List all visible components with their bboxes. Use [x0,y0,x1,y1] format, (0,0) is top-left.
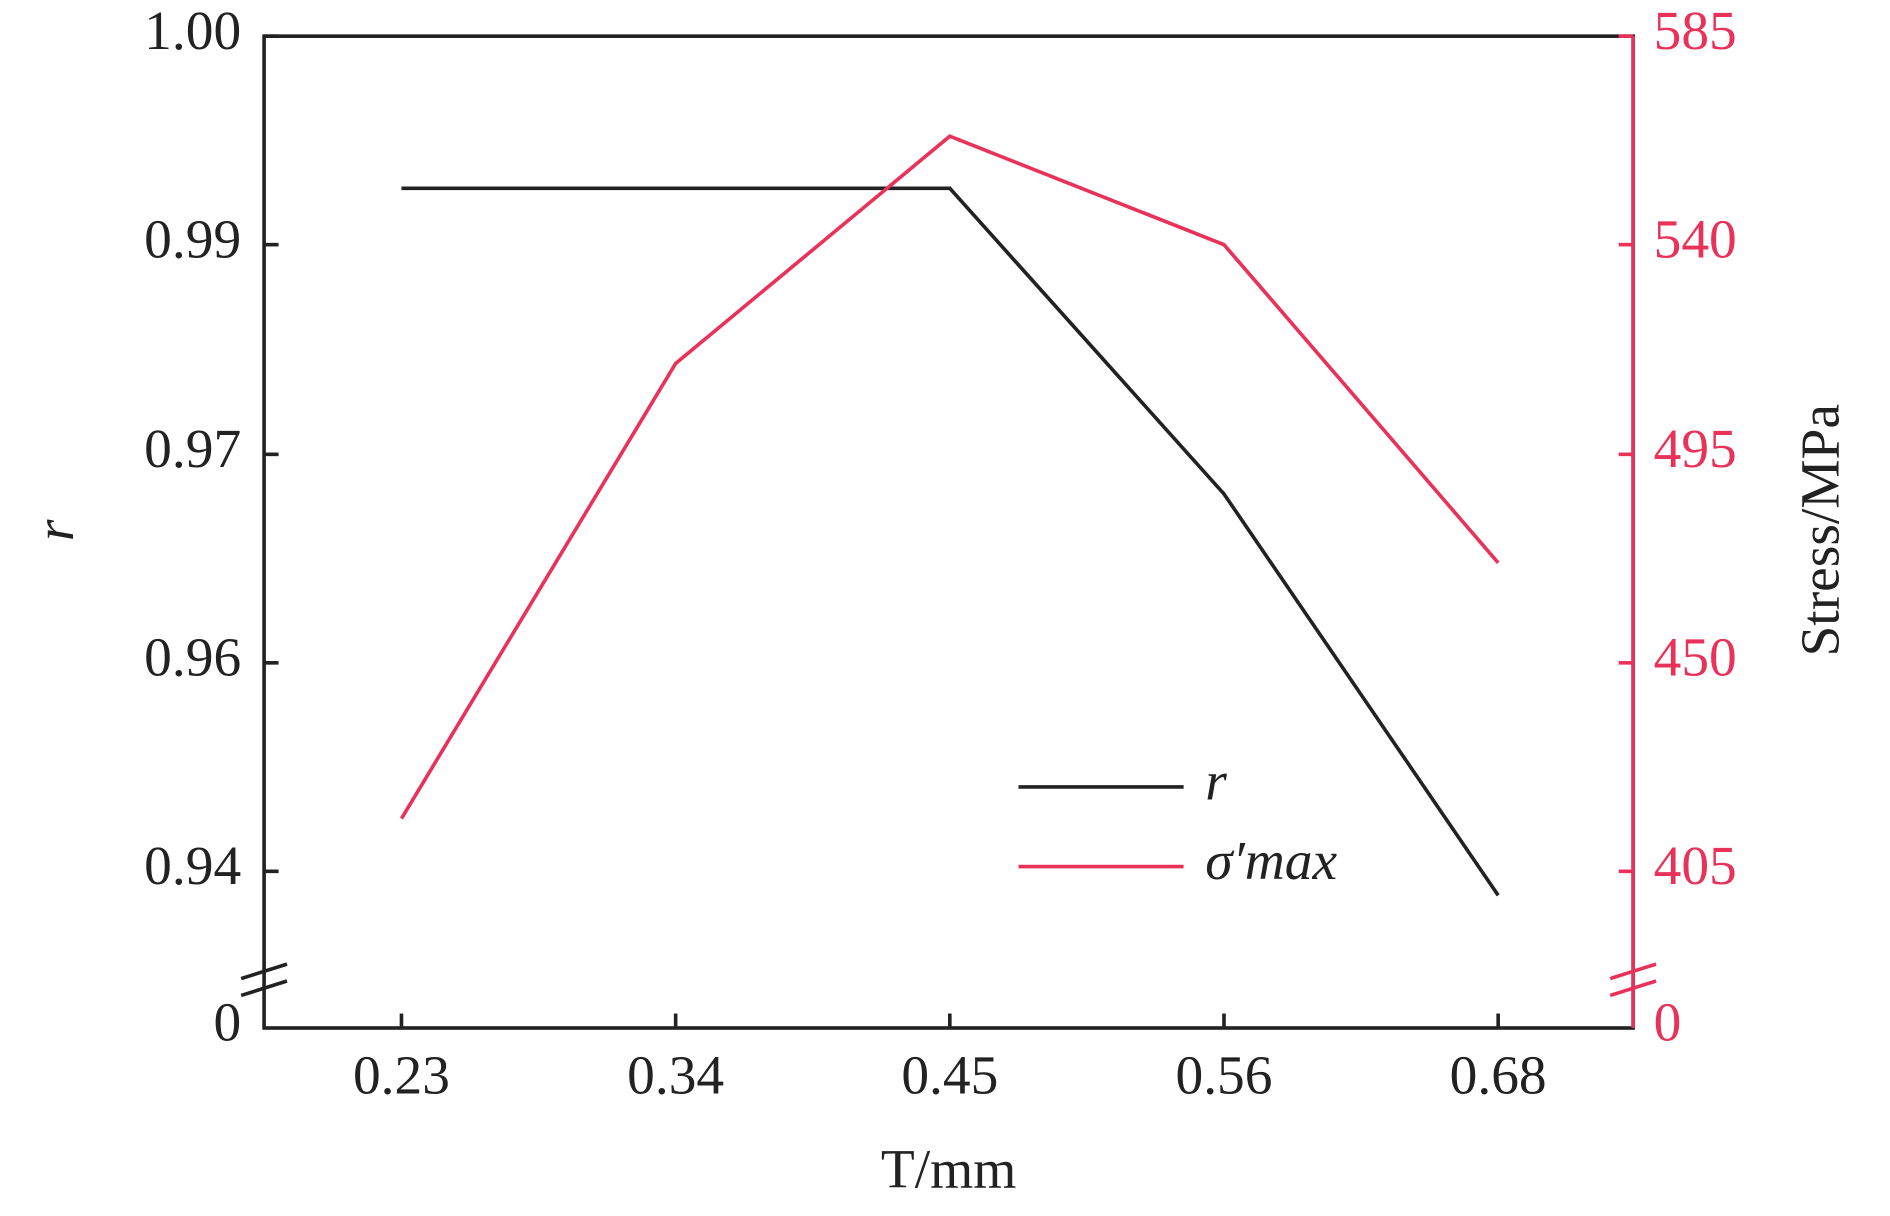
x-axis-title: T/mm [881,1139,1016,1200]
data-line [401,186,1500,897]
y-tick-label: 0.99 [144,208,241,269]
plot-frame [262,34,1635,1030]
y2-tick-label: 540 [1654,208,1737,269]
break-mark [1609,962,1657,981]
y2-tick-label: 0 [1654,992,1682,1053]
y2-tick-label: 405 [1654,835,1737,896]
x-tick-label: 0.68 [1450,1045,1547,1106]
y-axis-title: r [24,519,85,541]
y-tick-label: 0.94 [144,835,241,896]
data-line [399,134,1500,820]
legend-label: r [1205,751,1227,812]
y2-tick-label: 495 [1654,418,1737,479]
y2-axis-title: Stress/MPa [1790,404,1851,657]
y-tick-label: 1.00 [144,0,241,61]
x-tick-label: 0.56 [1175,1045,1272,1106]
y2-tick-label: 585 [1654,0,1737,61]
break-mark [240,962,288,981]
x-tick-label: 0.45 [901,1045,998,1106]
x-tick-label: 0.23 [353,1045,450,1106]
legend-label: σ′max [1205,830,1337,891]
break-mark [1609,979,1657,998]
y-tick-label: 0.96 [144,627,241,688]
y-tick-label: 0.97 [144,418,241,479]
y2-tick-label: 450 [1654,627,1737,688]
break-mark [240,979,288,998]
axis-breaks [240,962,1657,998]
x-tick-label: 0.34 [627,1045,724,1106]
y-tick-label: 0 [213,992,241,1053]
